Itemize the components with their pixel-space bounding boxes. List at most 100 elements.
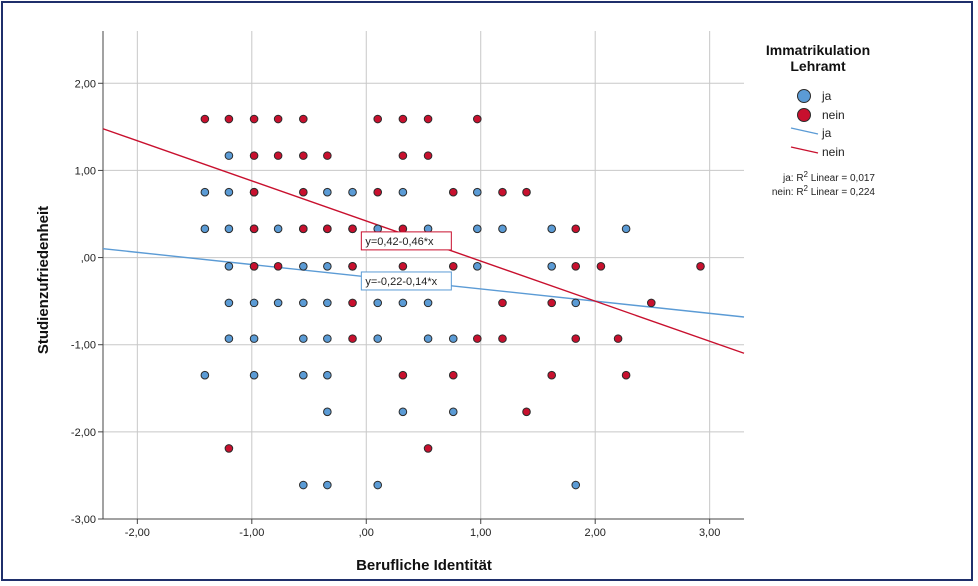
legend-line-ja <box>790 127 819 135</box>
data-points <box>200 114 705 490</box>
data-point-nein <box>498 334 507 343</box>
y-tick-label: 2,00 <box>75 78 96 90</box>
data-point-ja <box>299 334 308 343</box>
data-point-ja <box>273 224 283 234</box>
axes <box>98 31 744 524</box>
fit-equation-box <box>360 231 452 251</box>
data-point-nein <box>547 298 557 308</box>
data-point-nein <box>348 224 357 234</box>
data-point-nein <box>249 151 259 160</box>
data-point-ja <box>398 298 408 308</box>
tick-labels: -2,00 -1,00 ,00 1,00 2,00 3,00 -3,00 -2,00 -1,00… <box>71 78 720 539</box>
data-point-ja <box>323 407 332 417</box>
data-point-nein <box>200 114 210 124</box>
data-point-ja <box>200 224 210 234</box>
data-point-nein <box>299 187 308 197</box>
data-point-ja <box>273 298 283 308</box>
data-point-nein <box>498 298 507 308</box>
data-point-nein <box>299 224 308 234</box>
data-point-ja <box>200 187 210 197</box>
data-point-nein <box>621 370 631 380</box>
data-point-nein <box>249 187 259 197</box>
x-tick-label: -2,00 <box>125 527 150 539</box>
data-point-ja <box>448 334 458 343</box>
data-point-nein <box>224 114 234 124</box>
data-point-ja <box>224 187 234 197</box>
data-point-nein <box>696 261 705 271</box>
data-point-nein <box>448 261 458 271</box>
data-point-ja <box>323 480 332 490</box>
data-point-nein <box>398 114 408 124</box>
fit-equation-label: y=-0,22-0,14*x <box>365 276 437 288</box>
data-point-ja <box>423 298 433 308</box>
data-point-nein <box>373 187 383 197</box>
data-point-ja <box>571 480 581 490</box>
data-point-nein <box>273 151 283 160</box>
data-point-nein <box>299 151 308 160</box>
data-point-nein <box>348 334 357 343</box>
data-point-nein <box>571 224 581 234</box>
data-point-nein <box>472 334 482 343</box>
data-point-ja <box>224 151 234 160</box>
data-point-nein <box>373 114 383 124</box>
data-point-nein <box>472 114 482 124</box>
data-point-ja <box>323 334 332 343</box>
x-tick-label: 3,00 <box>699 527 720 539</box>
legend-line-nein <box>790 146 819 154</box>
data-point-nein <box>323 151 332 160</box>
data-point-ja <box>249 298 259 308</box>
data-point-nein <box>571 334 581 343</box>
data-point-ja <box>571 298 581 308</box>
y-tick-label: -2,00 <box>71 427 96 439</box>
data-point-nein <box>448 187 458 197</box>
data-point-nein <box>522 187 531 197</box>
data-point-ja <box>373 334 383 343</box>
data-point-nein <box>348 298 357 308</box>
y-tick-label: 1,00 <box>75 165 96 177</box>
data-point-nein <box>522 407 531 417</box>
data-point-ja <box>200 370 210 380</box>
r2-label-ja: ja: R2 Linear = 0,017 <box>782 170 875 184</box>
data-point-ja <box>472 187 482 197</box>
data-point-nein <box>498 187 507 197</box>
x-tick-label: ,00 <box>359 527 374 539</box>
data-point-ja <box>398 187 408 197</box>
y-tick-label: ,00 <box>81 253 96 265</box>
data-point-nein <box>448 370 458 380</box>
data-point-nein <box>398 151 408 160</box>
x-tick-label: -1,00 <box>239 527 264 539</box>
data-point-ja <box>299 480 308 490</box>
data-point-nein <box>423 444 433 453</box>
legend-marker-ja <box>797 89 811 103</box>
data-point-nein <box>571 261 581 271</box>
x-tick-label: 1,00 <box>470 527 491 539</box>
data-point-ja <box>323 298 332 308</box>
x-axis-title: Berufliche Identität <box>356 557 492 574</box>
data-point-ja <box>224 261 234 271</box>
y-tick-label: -1,00 <box>71 340 96 352</box>
data-point-ja <box>498 224 507 234</box>
data-point-ja <box>323 187 332 197</box>
data-point-ja <box>299 261 308 271</box>
data-point-ja <box>249 334 259 343</box>
fit-equation-ja: y=-0,22-0,14*x <box>360 271 452 291</box>
data-point-nein <box>249 261 259 271</box>
data-point-nein <box>398 370 408 380</box>
data-point-ja <box>348 187 357 197</box>
data-point-ja <box>472 224 482 234</box>
fit-equation-box <box>360 271 452 291</box>
data-point-nein <box>547 370 557 380</box>
data-point-nein <box>249 224 259 234</box>
legend-title-line-2: Lehramt <box>790 58 846 74</box>
data-point-nein <box>273 114 283 124</box>
data-point-nein <box>273 261 283 271</box>
data-point-nein <box>423 114 433 124</box>
data-point-nein <box>613 334 623 343</box>
data-point-nein <box>423 151 433 160</box>
legend-label-line-nein: nein <box>822 145 845 159</box>
data-point-nein <box>249 114 259 124</box>
r2-label-nein: nein: R2 Linear = 0,224 <box>772 184 876 198</box>
y-tick-label: -3,00 <box>71 514 96 526</box>
